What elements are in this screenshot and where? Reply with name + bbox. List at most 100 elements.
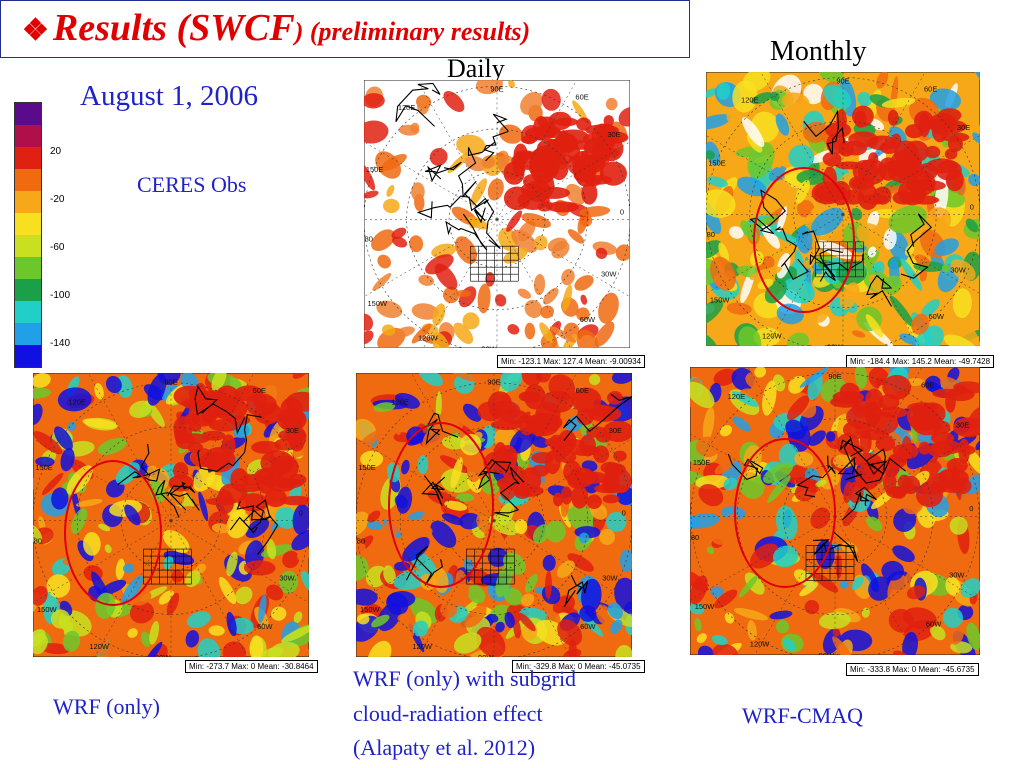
label-wrf-cmaq: WRF-CMAQ (742, 703, 864, 728)
grid-label: 60W (257, 622, 273, 631)
grid-label: 180 (690, 533, 699, 542)
graticule-meridian (842, 214, 981, 452)
stats-wrf-cmaq: Min: -333.8 Max: 0 Mean: -45.6735 (846, 663, 979, 676)
grid-label: 150W (37, 605, 58, 614)
panel-wrf-subgrid: 90E 60E 120E 30E 150E 0 180 30W 150W 60W 120W 90W (217, 236, 771, 768)
stats-wrf-subgrid: Min: -329.8 Max: 0 Mean: -45.0735 (512, 660, 645, 673)
grid-label: 0 (622, 508, 626, 517)
map-obs-monthly: 90E 60E 120E 30E 150E 0 180 30W 150W 60W 120W 90W (568, 0, 1024, 489)
grid-label: 150W (360, 605, 381, 614)
grid-label: 120E (68, 398, 86, 407)
grid-label: 90E (490, 84, 503, 93)
graticule-meridian (842, 214, 1024, 320)
colorbar-swatch (15, 279, 41, 301)
colorbar-swatch (15, 169, 41, 191)
grid-label: 60W (580, 315, 596, 324)
graticule-meridian (842, 0, 968, 215)
map-wrf-cmaq: 90E 60E 120E 30E 150E 0 180 30W 150W 60W 120W 90W (544, 228, 1024, 768)
coastlines (117, 385, 279, 555)
highlight-ellipse (753, 167, 855, 313)
graticule-circle (793, 164, 893, 265)
grid-label: 0 (970, 203, 974, 212)
grid-label: 90W (819, 651, 835, 655)
grid-label: 150E (35, 463, 53, 472)
colorbar-swatch (15, 257, 41, 279)
graticule-circle (736, 418, 934, 615)
highlight-ellipse (388, 422, 494, 588)
colorbar-strip (14, 102, 42, 368)
grid-label: 60W (926, 619, 942, 628)
grid-label: 90W (155, 653, 171, 657)
grid-label: 180 (364, 234, 373, 243)
map-obs-daily: 90E 60E 120E 30E 150E 0 180 30W 150W 60W 120W 90W (230, 0, 764, 488)
graticule-meridian (355, 520, 495, 767)
coastlines (727, 435, 906, 562)
graticule-circle (749, 120, 937, 308)
colorbar-swatch (15, 191, 41, 213)
graticule-circle (444, 470, 545, 571)
grid-label: 180 (706, 230, 715, 239)
graticule-circle (76, 426, 266, 615)
grid-label: 180 (356, 537, 365, 546)
grid-label: 120W (750, 640, 771, 649)
colorbar-swatch (15, 147, 41, 169)
grid-label: 0 (620, 208, 624, 217)
grid-label: 30E (957, 123, 970, 132)
grid-label: 60E (253, 386, 266, 395)
grid-label: 150W (368, 299, 389, 308)
colorbar-swatch (15, 235, 41, 257)
title-main: Results (SWCF (52, 7, 295, 49)
colorbar-swatch (15, 323, 41, 345)
title-sub: ) (preliminary results) (294, 17, 531, 46)
grid-label: 120E (728, 392, 746, 401)
slide-title: ❖ Results (SWCF) (preliminary results) (22, 6, 530, 50)
grid-label: 90W (827, 342, 843, 346)
grid-label: 0 (299, 508, 303, 517)
grid-label: 120W (418, 334, 439, 343)
graticule-meridian (605, 77, 844, 215)
grid-label: 90E (164, 378, 177, 387)
grid-label: 120W (89, 642, 110, 651)
graticule-meridian (493, 520, 633, 767)
grid-label: 90E (828, 372, 841, 381)
stats-obs-daily: Min: -123.1 Max: 127.4 Mean: -9.00934 (497, 355, 646, 368)
map-field (356, 75, 641, 357)
grid-label: 0 (969, 504, 973, 513)
panel-wrf-only: 90E 60E 120E 30E 150E 0 180 30W 150W 60W 120W 90W (0, 236, 448, 768)
colorbar-swatch (15, 103, 41, 125)
label-wrf-subgrid-line1: WRF (only) with subgrid (353, 666, 577, 691)
grid-label: 60E (576, 386, 589, 395)
graticule-meridian (0, 418, 172, 521)
coastlines (749, 109, 933, 307)
grid-label: 90W (478, 653, 494, 657)
grid-label: 180 (33, 537, 42, 546)
panel-wrf-cmaq: 90E 60E 120E 30E 150E 0 180 30W 150W 60W 120W 90W (544, 228, 1024, 768)
grid-label: 120W (762, 331, 783, 340)
map-field (680, 360, 996, 664)
highlight-ellipse (734, 438, 836, 588)
grid-label: 60W (928, 312, 944, 321)
colorbar-tick-label: -140 (50, 338, 71, 349)
map-wrf-subgrid: 90E 60E 120E 30E 150E 0 180 30W 150W 60W 120W 90W (217, 236, 771, 768)
coastlines (405, 393, 633, 607)
monthly-label: Monthly (770, 36, 867, 67)
grid-label: 30E (286, 426, 299, 435)
grid-label: 60E (575, 92, 588, 101)
grid-label: 60E (921, 380, 934, 389)
label-wrf-subgrid-line2: cloud-radiation effect (353, 701, 543, 726)
grid-label: 150E (693, 458, 711, 467)
colorbar-tick-label: 20 (50, 146, 62, 157)
title-box (0, 0, 690, 58)
label-wrf-subgrid-line3: (Alapaty et al. 2012) (353, 735, 536, 760)
grid-label: 120E (741, 96, 759, 105)
colorbar-tick-label: -100 (50, 290, 71, 301)
graticule-meridian (0, 520, 172, 623)
graticule-meridian (718, 0, 844, 215)
grid-label: 30W (602, 574, 618, 583)
graticule-meridian (842, 109, 1024, 215)
grid-label: 90E (487, 378, 500, 387)
ceres-obs-label: CERES Obs (137, 172, 247, 197)
highlight-ellipse (64, 460, 162, 606)
grid-label: 120E (391, 398, 409, 407)
colorbar-swatch (15, 301, 41, 323)
